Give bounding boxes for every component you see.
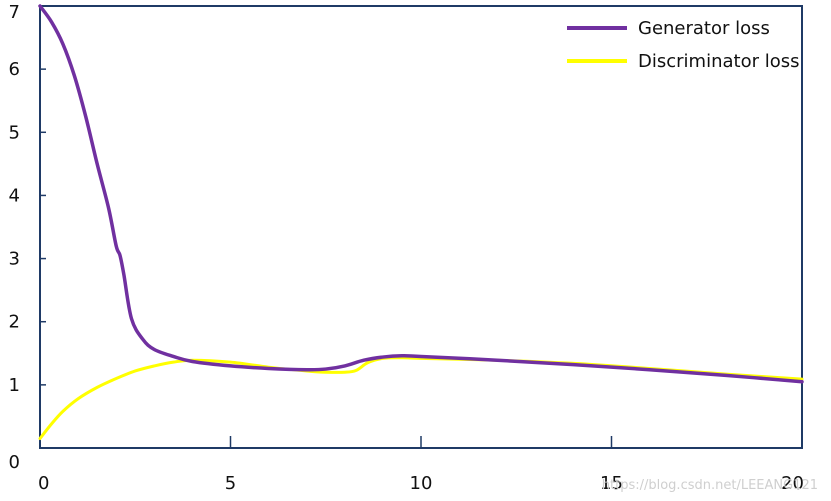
x-tick-label: 15 xyxy=(600,473,623,494)
legend-label-discriminator: Discriminator loss xyxy=(638,51,799,72)
x-tick-label: 20 xyxy=(781,473,804,494)
y-tick-label: 6 xyxy=(9,59,20,80)
y-tick-label: 7 xyxy=(9,2,20,23)
legend-label-generator: Generator loss xyxy=(638,18,770,39)
y-tick-label: 0 xyxy=(9,452,20,473)
x-tick-label: 0 xyxy=(38,473,49,494)
x-tick-label: 5 xyxy=(225,473,236,494)
y-axis: 0 1 2 3 4 5 6 7 xyxy=(9,2,46,473)
y-tick-label: 5 xyxy=(9,122,20,143)
y-tick-label: 4 xyxy=(9,185,20,206)
series-line-generator xyxy=(38,4,804,384)
series-line-discriminator xyxy=(38,356,804,441)
x-axis: 0 5 10 15 20 xyxy=(38,436,804,494)
plot-frame xyxy=(39,5,803,449)
x-tick-label: 10 xyxy=(410,473,433,494)
y-tick-label: 2 xyxy=(9,312,20,333)
legend: Generator loss Discriminator loss xyxy=(567,18,799,72)
series-layer xyxy=(38,4,804,441)
y-tick-label: 1 xyxy=(9,375,20,396)
watermark: https://blog.csdn.net/LEEANG121 xyxy=(602,478,818,493)
y-tick-label: 3 xyxy=(9,249,20,270)
